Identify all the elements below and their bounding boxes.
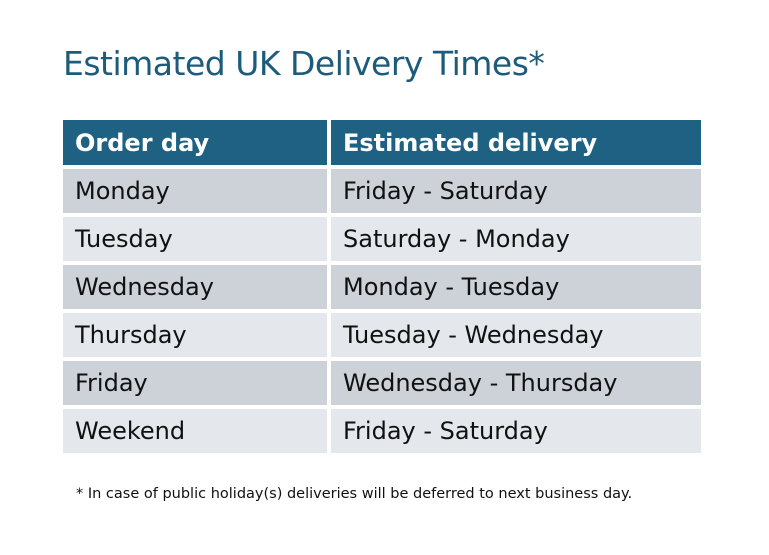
order-day-cell: Friday (63, 361, 327, 405)
delivery-cell: Friday - Saturday (331, 169, 701, 213)
delivery-cell: Tuesday - Wednesday (331, 313, 701, 357)
order-day-cell: Thursday (63, 313, 327, 357)
header-order-day: Order day (63, 120, 327, 165)
delivery-cell: Friday - Saturday (331, 409, 701, 453)
table-row: Weekend Friday - Saturday (63, 409, 701, 453)
table-row: Tuesday Saturday - Monday (63, 217, 701, 261)
header-estimated-delivery: Estimated delivery (331, 120, 701, 165)
delivery-cell: Wednesday - Thursday (331, 361, 701, 405)
footnote: * In case of public holiday(s) deliverie… (76, 486, 633, 502)
table-row: Friday Wednesday - Thursday (63, 361, 701, 405)
delivery-times-table: Order day Estimated delivery Monday Frid… (59, 116, 705, 457)
table-row: Wednesday Monday - Tuesday (63, 265, 701, 309)
table-row: Monday Friday - Saturday (63, 169, 701, 213)
order-day-cell: Tuesday (63, 217, 327, 261)
order-day-cell: Monday (63, 169, 327, 213)
page-title: Estimated UK Delivery Times* (63, 44, 545, 83)
delivery-cell: Monday - Tuesday (331, 265, 701, 309)
delivery-cell: Saturday - Monday (331, 217, 701, 261)
table-header-row: Order day Estimated delivery (63, 120, 701, 165)
table-row: Thursday Tuesday - Wednesday (63, 313, 701, 357)
order-day-cell: Weekend (63, 409, 327, 453)
order-day-cell: Wednesday (63, 265, 327, 309)
